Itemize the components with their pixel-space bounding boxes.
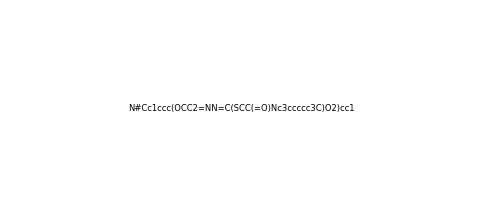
Text: N#Cc1ccc(OCC2=NN=C(SCC(=O)Nc3ccccc3C)O2)cc1: N#Cc1ccc(OCC2=NN=C(SCC(=O)Nc3ccccc3C)O2)… [128, 104, 354, 113]
